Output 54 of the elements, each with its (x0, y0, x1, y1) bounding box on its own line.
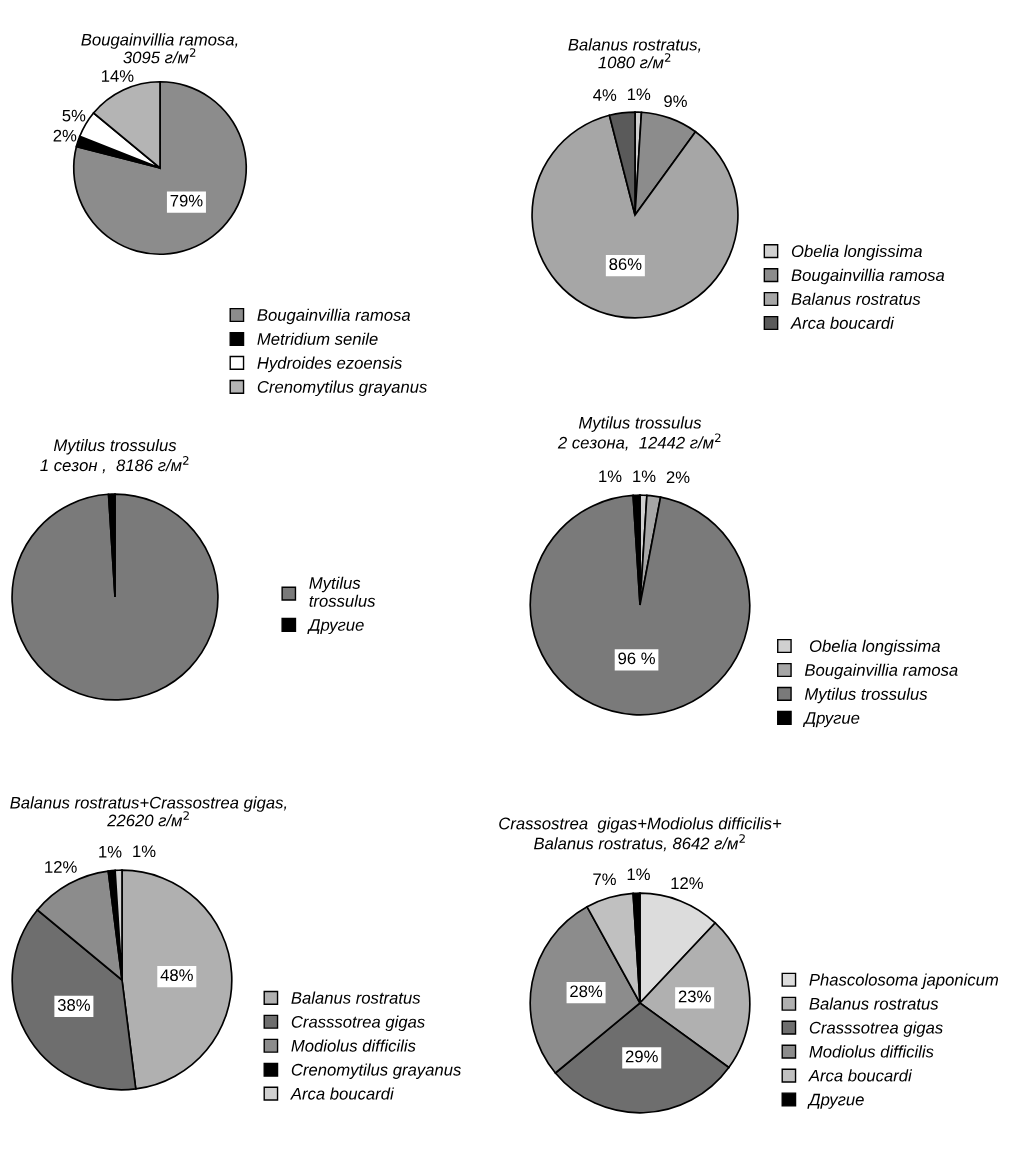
legend-label: Crasssotrea gigas (809, 1021, 943, 1037)
legend-label: Modiolus difficilis (809, 1045, 934, 1058)
legend-label: Bougainvillia ramosa (257, 308, 411, 325)
legend-label: Crenomytilus grayanus (291, 1063, 461, 1079)
chart-title: Mytilus trossulus 2 сезона, 12442 г/м$^{2}$ (557, 416, 721, 451)
legend-label: Arca boucardi (808, 1069, 913, 1082)
data-label: 4% (593, 89, 617, 101)
data-label: 1% (627, 868, 650, 881)
legend-label: Balanus rostratus (291, 991, 421, 1004)
legend-label: Balanus rostratus (791, 292, 921, 305)
legend-label: Obelia longissima (791, 244, 922, 261)
chart-title: Crassostrea gigas+Modiolus difficilis+ Balanus rostratus, 8642 г/м$^{2}$ (499, 817, 782, 852)
legend-label: Obelia longissima (809, 639, 940, 656)
legend-label: Mytilus trossulus (804, 687, 928, 704)
data-label: 2% (666, 471, 690, 484)
data-label: 96 % (618, 652, 655, 665)
data-label: 1% (599, 470, 622, 483)
chart-title: Balanus rostratus+Crassostrea gigas, 22620 г/м$^{2}$ (10, 796, 287, 827)
legend-label: Arca boucardi (790, 316, 895, 329)
data-label: 1% (99, 845, 122, 858)
data-label: 5% (62, 109, 86, 122)
legend-label: Arca boucardi (290, 1087, 395, 1100)
chart-title: Balanus rostratus, 1080 г/м$^{2}$ (568, 38, 701, 69)
data-label: 7% (593, 873, 616, 886)
legend-label: Phascolosoma japonicum (809, 973, 999, 989)
data-label: 12% (45, 861, 77, 873)
chart-title: Mytilus trossulus 1 сезон , 8186 г/м$^{2}$ (40, 438, 189, 474)
legend-label: Crasssotrea gigas (291, 1015, 425, 1032)
data-label: 14% (101, 70, 134, 82)
legend-label: Другие (307, 619, 364, 635)
data-label: 86% (609, 258, 642, 271)
data-label: 79% (170, 194, 203, 207)
chart-title: Bougainvillia ramosa, 3095 г/м$^{2}$ (81, 33, 238, 64)
data-label: 12% (671, 877, 703, 889)
legend-label: Другие (802, 712, 860, 728)
data-label: 1% (627, 88, 651, 101)
legend-label: Crenomytilus grayanus (257, 380, 427, 397)
data-label: 38% (57, 999, 90, 1011)
legend-label: Balanus rostratus (809, 997, 939, 1010)
data-label: 1% (633, 470, 656, 483)
data-label: 2% (53, 129, 77, 142)
legend-label: Modiolus difficilis (291, 1039, 416, 1052)
legend-label: Hydroides ezoensis (257, 356, 402, 373)
legend-label: Mytilus trossulus (309, 576, 376, 607)
legend-label: Bougainvillia ramosa (791, 268, 945, 285)
data-label: 1% (133, 845, 156, 858)
data-label: 9% (664, 95, 687, 108)
data-label: 23% (678, 990, 711, 1003)
legend-label: Другие (807, 1093, 864, 1109)
data-label: 48% (160, 969, 193, 982)
data-label: 28% (570, 985, 603, 998)
legend-label: Bougainvillia ramosa (804, 663, 958, 680)
data-label: 29% (625, 1050, 658, 1063)
legend-label: Metridium senile (257, 332, 378, 345)
